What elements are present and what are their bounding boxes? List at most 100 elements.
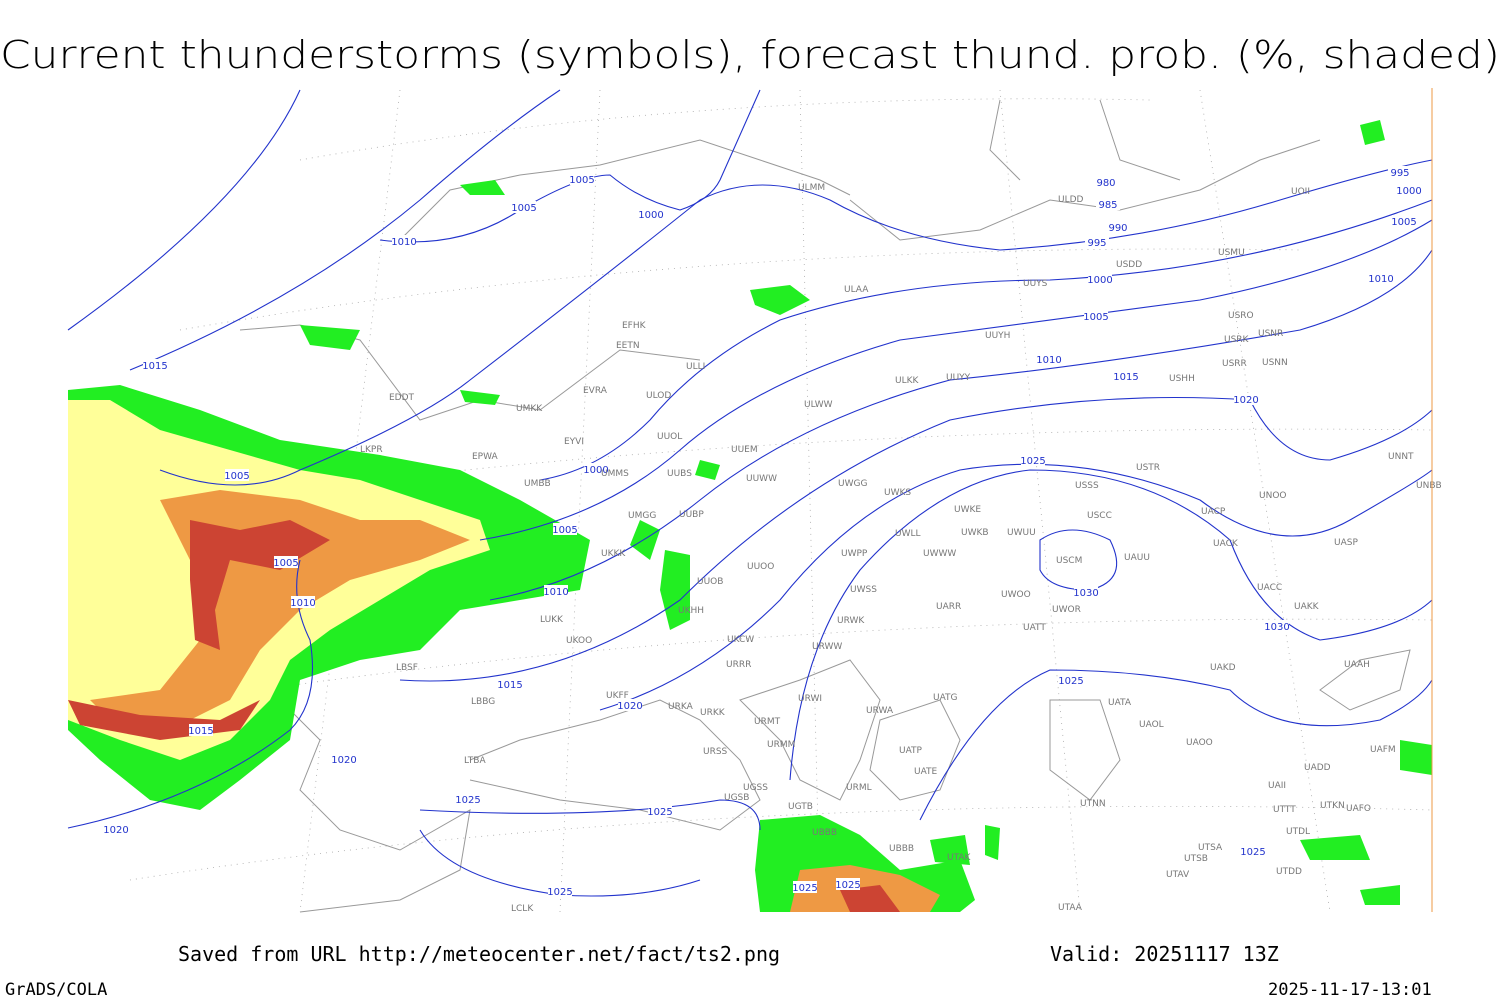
station-label: ULKK	[895, 376, 920, 386]
isobar-label-bg	[1234, 393, 1258, 405]
probability-area	[190, 520, 330, 650]
isobar	[159, 159, 1433, 486]
isobar-label-bg	[189, 724, 213, 736]
isobar-label: 1005	[552, 525, 577, 536]
isobar-label: 1005	[273, 558, 298, 569]
station-label: UBBB	[812, 828, 837, 838]
station-label: UUOL	[657, 432, 682, 442]
isobar	[399, 396, 1433, 682]
grid-line	[179, 248, 1301, 331]
isobar	[379, 89, 761, 243]
station-label: UAII	[1268, 781, 1286, 791]
isobar-label: 1000	[1087, 275, 1112, 286]
isobar-label-bg	[793, 881, 817, 893]
station-label: UTNN	[1080, 799, 1106, 809]
isobar-label-bg	[639, 208, 663, 220]
isobar-label-bg	[1094, 176, 1118, 188]
station-label: UNNT	[1388, 452, 1414, 462]
station-label: USRO	[1228, 311, 1254, 321]
isobar	[67, 89, 301, 331]
isobar-label: 1025	[835, 880, 860, 891]
isobar-label: 980	[1096, 178, 1115, 189]
station-label: UWWW	[923, 549, 956, 559]
station-label: UKKK	[601, 549, 626, 559]
station-label: UAUU	[1124, 553, 1150, 563]
station-label: UATP	[899, 746, 923, 756]
isobar-label-bg	[1106, 221, 1130, 233]
isobar-label-bg	[1021, 454, 1045, 466]
station-label: UNOO	[1259, 491, 1287, 501]
station-label: ULDD	[1058, 195, 1084, 205]
isobar-label-bg	[618, 699, 642, 711]
station-label: EDDT	[389, 393, 415, 403]
station-label: USRR	[1222, 359, 1247, 369]
isobar-label-bg	[225, 469, 249, 481]
station-label: USMU	[1218, 248, 1245, 258]
isobar-label: 1020	[1233, 395, 1258, 406]
station-label: UAFO	[1346, 804, 1371, 814]
station-label: UWLL	[895, 529, 921, 539]
station-label: UWGG	[838, 479, 867, 489]
isobar-label-bg	[1392, 215, 1416, 227]
isobar-label: 1015	[188, 726, 213, 737]
station-label: URML	[846, 783, 872, 793]
isobar-label: 985	[1098, 200, 1117, 211]
isobar-label-bg	[1084, 310, 1108, 322]
station-label: EYVI	[564, 437, 584, 447]
station-label: UAOL	[1139, 720, 1164, 730]
station-label: UACK	[1213, 539, 1239, 549]
isobar-label-bg	[1388, 166, 1412, 178]
station-label: UTTT	[1273, 805, 1296, 815]
isobar-label-bg	[332, 753, 356, 765]
coastline	[1319, 649, 1411, 711]
isobar-label: 1015	[1113, 372, 1138, 383]
station-label: UUYH	[985, 331, 1010, 341]
isobar-label-bg	[498, 678, 522, 690]
station-label: URMT	[754, 717, 781, 727]
isobar-label: 1025	[1058, 676, 1083, 687]
grid-line	[1199, 89, 1331, 913]
station-label: UTDL	[1286, 827, 1310, 837]
isobar	[1039, 529, 1118, 591]
isobar-label: 1005	[569, 175, 594, 186]
station-label: UNBB	[1416, 481, 1442, 491]
isobar-label-bg	[1241, 845, 1265, 857]
source-url: Saved from URL http://meteocenter.net/fa…	[178, 942, 780, 966]
coastline	[279, 699, 471, 913]
station-label: ULWW	[804, 400, 833, 410]
isobar-label: 1025	[547, 887, 572, 898]
isobar-label: 1010	[290, 598, 315, 609]
isobar-label-bg	[1074, 586, 1098, 598]
station-label: UAFM	[1370, 745, 1396, 755]
isobar-label: 1015	[142, 361, 167, 372]
station-label: URWI	[798, 694, 822, 704]
station-label: EPWA	[472, 452, 499, 462]
station-label: LUKK	[540, 615, 564, 625]
isobar-label: 1005	[224, 471, 249, 482]
isobar-label-bg	[1114, 370, 1138, 382]
isobar-label-bg	[1397, 184, 1421, 196]
station-label: EVRA	[583, 386, 608, 396]
station-label: LBSF	[396, 663, 418, 673]
station-label: LKPR	[360, 445, 383, 455]
coastline	[869, 699, 961, 801]
station-label: UMMS	[601, 469, 629, 479]
station-label: UTKN	[1320, 801, 1345, 811]
isobar-label-bg	[1369, 272, 1393, 284]
station-label: ULAA	[844, 285, 869, 295]
isobar	[539, 199, 1433, 481]
station-label: URKK	[700, 708, 726, 718]
isobar-label: 1030	[1073, 588, 1098, 599]
station-label: USHH	[1169, 374, 1195, 384]
station-label: UACP	[1201, 507, 1226, 517]
station-label: UUWW	[746, 474, 777, 484]
coastline	[399, 139, 851, 241]
isobar-label: 1015	[497, 680, 522, 691]
valid-time: Valid: 20251117 13Z	[1050, 942, 1279, 966]
probability-area	[630, 460, 720, 630]
coastline	[989, 99, 1181, 181]
station-label: UUEM	[731, 445, 758, 455]
station-label: UWKS	[884, 488, 911, 498]
isobar-label-bg	[553, 523, 577, 535]
station-label: URKA	[668, 702, 694, 712]
